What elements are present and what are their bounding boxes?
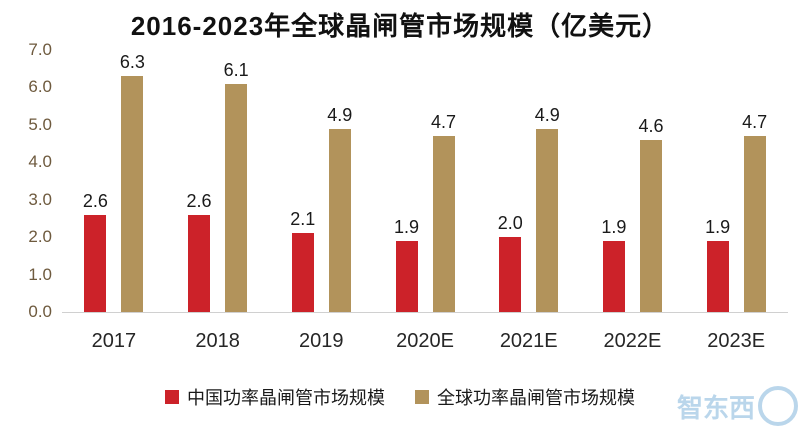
bar-group: 1.9 4.7 bbox=[373, 50, 477, 312]
bar-column: 2.0 bbox=[498, 213, 523, 312]
bar bbox=[706, 240, 729, 312]
x-tick-label: 2019 bbox=[299, 330, 344, 352]
y-tick-label: 2.0 bbox=[28, 227, 52, 247]
bar-column: 1.9 bbox=[705, 217, 730, 312]
x-tick-label: 2017 bbox=[91, 330, 137, 352]
bar-value-label: 2.0 bbox=[497, 213, 523, 234]
bar-column: 1.9 bbox=[394, 217, 419, 312]
bar-column: 6.3 bbox=[120, 52, 145, 312]
bar-value-label: 1.9 bbox=[393, 216, 420, 237]
bar-value-label: 4.6 bbox=[638, 115, 664, 136]
bar-column: 2.6 bbox=[187, 191, 212, 312]
bar-value-label: 1.9 bbox=[705, 216, 731, 237]
bar-value-label: 1.9 bbox=[601, 216, 627, 237]
bar-column: 4.7 bbox=[431, 112, 456, 312]
bar bbox=[432, 136, 455, 312]
y-tick-label: 5.0 bbox=[28, 114, 52, 134]
y-axis: 0.0 1.0 2.0 3.0 4.0 5.0 6.0 7.0 bbox=[8, 40, 52, 321]
bar-column: 1.9 bbox=[601, 217, 626, 312]
bar bbox=[121, 76, 144, 312]
bar-column: 4.7 bbox=[742, 112, 767, 312]
bar bbox=[499, 237, 522, 312]
legend-label: 中国功率晶闸管市场规模 bbox=[187, 388, 385, 408]
bar bbox=[536, 128, 559, 312]
x-tick-label: 2021E bbox=[499, 330, 558, 352]
bar bbox=[639, 139, 662, 312]
bar bbox=[328, 128, 351, 312]
bar-value-label: 6.3 bbox=[119, 52, 145, 73]
legend-swatch-icon bbox=[415, 390, 429, 404]
y-tick-label: 6.0 bbox=[28, 77, 52, 97]
bar bbox=[743, 136, 766, 312]
bar-column: 4.6 bbox=[638, 116, 663, 312]
legend-item: 全球功率晶闸管市场规模 bbox=[415, 384, 635, 410]
bar bbox=[188, 214, 211, 312]
bar-group: 2.6 6.3 bbox=[62, 50, 166, 312]
bar-value-label: 2.6 bbox=[186, 190, 212, 211]
y-tick-label: 4.0 bbox=[28, 152, 52, 172]
x-tick-label: 2020E bbox=[396, 330, 454, 352]
x-tick-label: 2022E bbox=[603, 330, 662, 352]
bar bbox=[602, 240, 625, 312]
chart-title: 2016-2023年全球晶闸管市场规模（亿美元） bbox=[130, 11, 670, 41]
legend-item: 中国功率晶闸管市场规模 bbox=[165, 384, 385, 410]
bar-value-label: 2.6 bbox=[82, 190, 108, 211]
bar-group: 2.6 6.1 bbox=[166, 50, 270, 312]
bar-column: 6.1 bbox=[224, 60, 249, 312]
y-tick-label: 3.0 bbox=[28, 189, 52, 209]
bar-group: 2.0 4.9 bbox=[477, 50, 581, 312]
x-tick-label: 2018 bbox=[195, 330, 240, 352]
bar-group: 2.1 4.9 bbox=[269, 50, 373, 312]
bar-value-label: 4.9 bbox=[534, 104, 560, 125]
x-axis: 2017 2018 2019 2020E 2021E 2022E 2023E bbox=[62, 326, 788, 356]
bar-column: 2.1 bbox=[290, 209, 315, 312]
bar-group: 1.9 4.7 bbox=[684, 50, 788, 312]
bar bbox=[84, 214, 107, 312]
legend-label: 全球功率晶闸管市场规模 bbox=[437, 388, 635, 408]
legend-swatch-icon bbox=[165, 390, 179, 404]
bar bbox=[225, 83, 248, 312]
bar-value-label: 4.7 bbox=[431, 112, 457, 133]
bar-value-label: 4.7 bbox=[742, 112, 768, 133]
bar-value-label: 4.9 bbox=[327, 104, 353, 125]
y-tick-label: 1.0 bbox=[28, 264, 52, 284]
bar bbox=[395, 240, 418, 312]
legend: 中国功率晶闸管市场规模 全球功率晶闸管市场规模 bbox=[0, 384, 800, 410]
bar-column: 4.9 bbox=[535, 105, 560, 312]
bar-value-label: 2.1 bbox=[290, 209, 316, 230]
bar bbox=[291, 233, 314, 312]
bar-column: 4.9 bbox=[327, 105, 352, 312]
y-tick-label: 0.0 bbox=[28, 302, 52, 321]
plot-area: 2.6 6.3 2.6 6.1 2.1 4.9 1.9 4.7 2.0 4.9 1.9 4.6 1.9 4… bbox=[62, 50, 788, 313]
bar-value-label: 6.1 bbox=[223, 59, 249, 80]
y-tick-label: 7.0 bbox=[28, 40, 52, 59]
x-tick-label: 2023E bbox=[707, 330, 766, 352]
bar-group: 1.9 4.6 bbox=[581, 50, 685, 312]
bar-column: 2.6 bbox=[83, 191, 108, 312]
